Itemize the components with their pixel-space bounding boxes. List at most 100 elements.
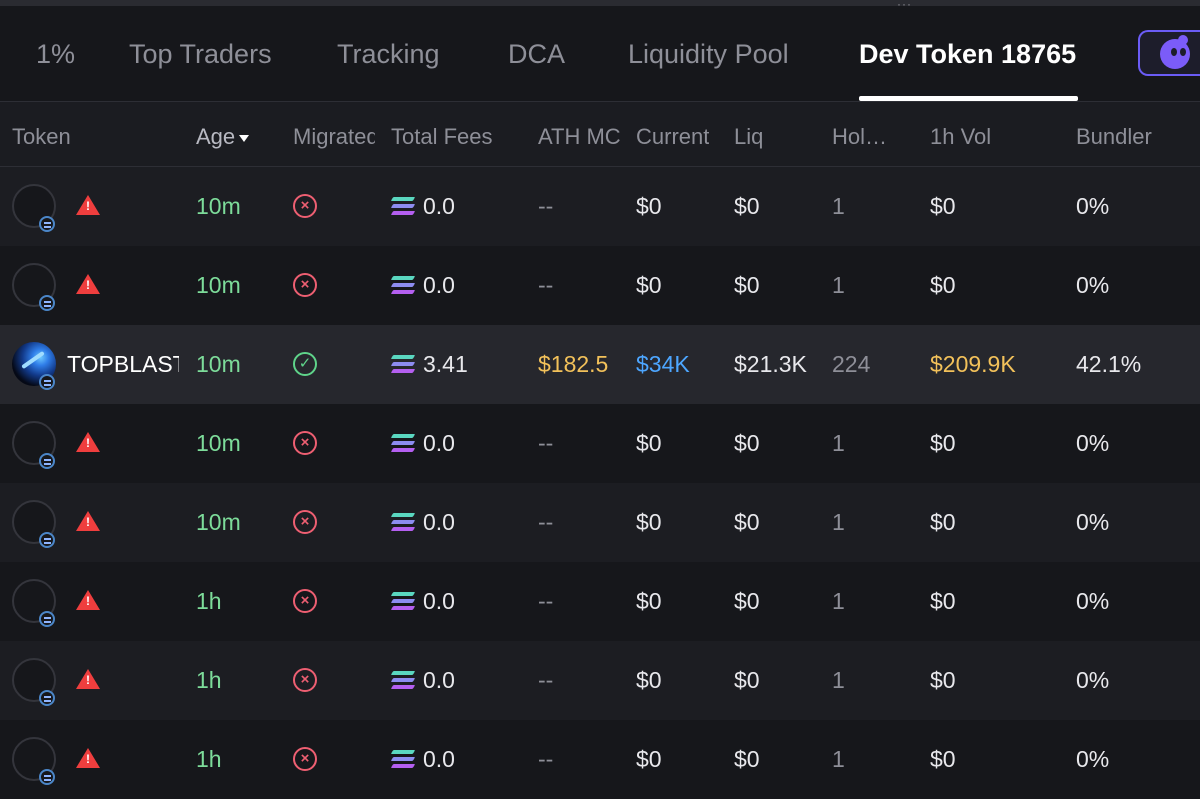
holders-count: 1 xyxy=(832,193,845,219)
bundler-percent: 42.1% xyxy=(1076,351,1142,377)
token-age: 10m xyxy=(196,509,241,535)
table-row[interactable]: ! 1h × 0.0 -- $0 $0 1 $0 0% xyxy=(0,641,1200,720)
token-age: 1h xyxy=(196,667,222,693)
column-header-age[interactable]: Age xyxy=(196,124,250,150)
x-circle-icon: × xyxy=(293,431,317,455)
table-row[interactable]: ! 10m × 0.0 -- $0 $0 1 $0 0% xyxy=(0,404,1200,483)
table-row[interactable]: ! 1h × 0.0 -- $0 $0 1 $0 0% xyxy=(0,562,1200,641)
solana-icon xyxy=(390,750,416,768)
solana-chain-badge-icon xyxy=(39,374,55,390)
liquidity: $21.3K xyxy=(734,351,807,377)
token-avatar xyxy=(12,421,56,465)
volume-1h: $0 xyxy=(930,193,956,219)
table-row[interactable]: TOPBLAST 10m ✓ 3.41 $182.5 $34K $21.3K 224 $209.… xyxy=(0,325,1200,404)
table-header: Token Age Migrated Total Fees ATH MC Cur… xyxy=(0,102,1200,167)
tab-liquidity-pool[interactable]: Liquidity Pool xyxy=(628,39,789,69)
warning-icon: ! xyxy=(76,669,100,689)
column-header-bundler[interactable]: Bundler xyxy=(1076,124,1152,149)
solana-chain-badge-icon xyxy=(39,532,55,548)
total-fees: 0.0 xyxy=(423,430,455,456)
solana-icon xyxy=(390,592,416,610)
liquidity: $0 xyxy=(734,667,760,693)
bundler-percent: 0% xyxy=(1076,588,1110,614)
bundler-percent: 0% xyxy=(1076,193,1110,219)
table-row[interactable]: ! 10m × 0.0 -- $0 $0 1 $0 0% xyxy=(0,483,1200,562)
token-age: 1h xyxy=(196,588,222,614)
mascot-eye xyxy=(1171,48,1177,56)
warning-icon: ! xyxy=(76,511,100,531)
column-header-1h-vol[interactable]: 1h Vol xyxy=(930,124,992,149)
solana-chain-badge-icon xyxy=(39,295,55,311)
ath-market-cap: -- xyxy=(538,588,554,614)
token-age: 10m xyxy=(196,351,241,377)
warning-icon: ! xyxy=(76,274,100,294)
bundler-percent: 0% xyxy=(1076,430,1110,456)
current-market-cap: $0 xyxy=(636,430,662,456)
solana-icon xyxy=(390,513,416,531)
token-name[interactable]: TOPBLAST xyxy=(67,351,179,377)
token-age: 10m xyxy=(196,272,241,298)
tab-dca[interactable]: DCA xyxy=(508,39,566,69)
solana-chain-badge-icon xyxy=(39,769,55,785)
holders-count: 224 xyxy=(832,351,871,377)
table-row[interactable]: ! 10m × 0.0 -- $0 $0 1 $0 0% xyxy=(0,167,1200,246)
total-fees: 0.0 xyxy=(423,667,455,693)
tab-top-traders[interactable]: Top Traders xyxy=(129,39,272,69)
x-circle-icon: × xyxy=(293,273,317,297)
ath-market-cap: -- xyxy=(538,272,554,298)
solana-chain-badge-icon xyxy=(39,611,55,627)
ath-market-cap: $182.5 xyxy=(538,351,609,377)
column-header-liq[interactable]: Liq xyxy=(734,124,764,149)
volume-1h: $0 xyxy=(930,272,956,298)
column-header-total-fees[interactable]: Total Fees xyxy=(391,124,493,149)
liquidity: $0 xyxy=(734,272,760,298)
volume-1h: $0 xyxy=(930,667,956,693)
tab-percent[interactable]: 1% xyxy=(36,39,76,69)
x-circle-icon: × xyxy=(293,747,317,771)
liquidity: $0 xyxy=(734,193,760,219)
solana-chain-badge-icon xyxy=(39,690,55,706)
column-header-current[interactable]: Current xyxy=(636,124,710,149)
solana-chain-badge-icon xyxy=(39,216,55,232)
total-fees: 0.0 xyxy=(423,193,455,219)
total-fees: 0.0 xyxy=(423,588,455,614)
ath-market-cap: -- xyxy=(538,667,554,693)
current-market-cap: $0 xyxy=(636,509,662,535)
column-header-migrated[interactable]: Migrated xyxy=(293,124,375,149)
holders-count: 1 xyxy=(832,272,845,298)
ath-market-cap: -- xyxy=(538,509,554,535)
token-age: 10m xyxy=(196,430,241,456)
current-market-cap: $34K xyxy=(636,351,690,377)
mascot-eye xyxy=(1180,48,1186,56)
tab-tracking[interactable]: Tracking xyxy=(337,39,440,69)
x-circle-icon: × xyxy=(293,194,317,218)
current-market-cap: $0 xyxy=(636,193,662,219)
volume-1h: $209.9K xyxy=(930,351,1016,377)
solana-chain-badge-icon xyxy=(39,453,55,469)
holders-count: 1 xyxy=(832,430,845,456)
liquidity: $0 xyxy=(734,588,760,614)
solana-icon xyxy=(390,355,416,373)
holders-count: 1 xyxy=(832,667,845,693)
volume-1h: $0 xyxy=(930,588,956,614)
drag-handle-icon[interactable]: ··· xyxy=(897,0,912,10)
solana-icon xyxy=(390,197,416,215)
x-circle-icon: × xyxy=(293,510,317,534)
active-tab-indicator xyxy=(859,96,1078,101)
solana-icon xyxy=(390,671,416,689)
total-fees: 0.0 xyxy=(423,509,455,535)
check-circle-icon: ✓ xyxy=(293,352,317,376)
bundler-percent: 0% xyxy=(1076,509,1110,535)
ath-market-cap: -- xyxy=(538,193,554,219)
warning-icon: ! xyxy=(76,748,100,768)
tab-dev-token[interactable]: Dev Token 18765 xyxy=(859,39,1077,69)
volume-1h: $0 xyxy=(930,430,956,456)
column-header-holders[interactable]: Holders xyxy=(832,124,898,149)
table-row[interactable]: ! 10m × 0.0 -- $0 $0 1 $0 0% xyxy=(0,246,1200,325)
column-header-token[interactable]: Token xyxy=(12,124,71,149)
liquidity: $0 xyxy=(734,430,760,456)
bundler-percent: 0% xyxy=(1076,667,1110,693)
ath-market-cap: -- xyxy=(538,430,554,456)
app-mascot-button[interactable] xyxy=(1138,30,1200,76)
column-header-ath-mc[interactable]: ATH MC xyxy=(538,124,621,149)
